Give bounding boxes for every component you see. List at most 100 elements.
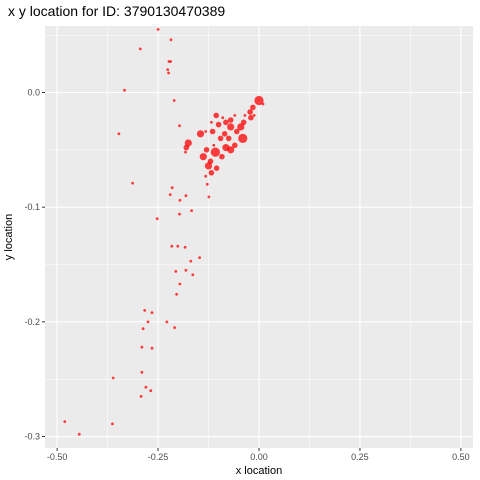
data-point (166, 68, 170, 71)
data-point (199, 153, 207, 161)
data-point (233, 114, 237, 117)
data-point (111, 422, 114, 426)
data-point (172, 99, 176, 102)
data-point (139, 395, 143, 398)
data-point (196, 130, 205, 138)
y-tick-label: 0.0 (27, 88, 40, 98)
data-point (250, 104, 256, 111)
data-point (183, 144, 190, 151)
data-point (183, 245, 187, 249)
data-point (169, 60, 173, 63)
data-point (190, 209, 194, 213)
data-point (243, 114, 247, 117)
data-point (170, 186, 174, 190)
data-point (234, 128, 240, 135)
data-point (227, 117, 234, 123)
data-point (213, 165, 220, 171)
y-tick-label: -0.3 (24, 432, 40, 442)
y-tick-label: -0.2 (24, 317, 40, 327)
x-tick-label: 0.00 (250, 452, 268, 462)
data-point (178, 212, 181, 216)
data-point (212, 143, 216, 147)
data-point (149, 389, 153, 393)
data-point (203, 147, 210, 153)
data-point (178, 198, 182, 202)
data-point (143, 309, 147, 312)
data-point (237, 123, 245, 131)
data-point (184, 268, 188, 272)
data-point (204, 162, 213, 170)
data-point (217, 135, 224, 142)
data-point (221, 116, 225, 120)
data-point (204, 174, 208, 178)
data-point (205, 182, 209, 186)
data-point (165, 320, 169, 324)
data-point (123, 88, 126, 92)
data-point (77, 432, 81, 436)
data-point (223, 119, 229, 126)
data-point (117, 132, 121, 136)
data-point (238, 133, 248, 143)
data-point (261, 102, 265, 106)
chart-title: x y location for ID: 3790130470389 (8, 3, 225, 19)
data-point (144, 385, 148, 389)
data-point (189, 259, 193, 263)
data-point (140, 345, 144, 349)
data-point (254, 95, 264, 106)
data-point (221, 131, 228, 137)
data-point (156, 28, 160, 31)
data-point (63, 420, 67, 423)
data-point (140, 370, 144, 374)
data-point (173, 326, 177, 329)
data-point (167, 71, 171, 75)
data-points (63, 28, 265, 436)
data-point (169, 38, 173, 42)
data-point (248, 114, 254, 121)
axes: -0.50 -0.25 0.00 0.25 0.50 0.0 -0.1 -0.2 -0.3 (24, 88, 469, 462)
grid-lines (45, 26, 473, 448)
x-tick-label: 0.25 (351, 452, 369, 462)
data-point (210, 147, 220, 157)
data-point (176, 244, 180, 248)
data-point (141, 327, 145, 331)
data-point (225, 135, 232, 142)
data-point (155, 217, 159, 221)
data-point (227, 123, 235, 131)
data-point (210, 120, 213, 124)
data-point (191, 273, 195, 277)
x-tick-label: -0.25 (148, 452, 169, 462)
data-point (207, 195, 211, 199)
data-point (247, 109, 253, 115)
y-tick-label: -0.1 (24, 202, 40, 212)
data-point (232, 142, 238, 149)
data-point (150, 311, 154, 315)
data-point (174, 270, 178, 273)
data-point (150, 346, 154, 350)
x-axis-title: x location (236, 465, 282, 477)
data-point (170, 244, 174, 248)
data-point (175, 292, 179, 296)
data-point (252, 114, 256, 117)
data-point (208, 170, 215, 176)
y-axis-title: y location (3, 214, 15, 260)
data-point (219, 153, 225, 160)
data-point (111, 376, 115, 380)
data-point (184, 150, 187, 154)
data-point (204, 130, 208, 133)
data-point (213, 112, 219, 119)
x-tick-label: -0.50 (47, 452, 68, 462)
data-point (146, 320, 150, 324)
data-point (227, 146, 235, 154)
data-point (178, 282, 182, 286)
data-point (184, 194, 188, 198)
data-point (138, 47, 142, 51)
data-point (215, 121, 222, 128)
data-point (198, 256, 202, 259)
data-point (178, 124, 181, 128)
data-point (184, 139, 192, 147)
x-tick-label: 0.50 (452, 452, 470, 462)
data-point (168, 193, 172, 197)
data-point (131, 181, 135, 185)
data-point (209, 128, 216, 135)
